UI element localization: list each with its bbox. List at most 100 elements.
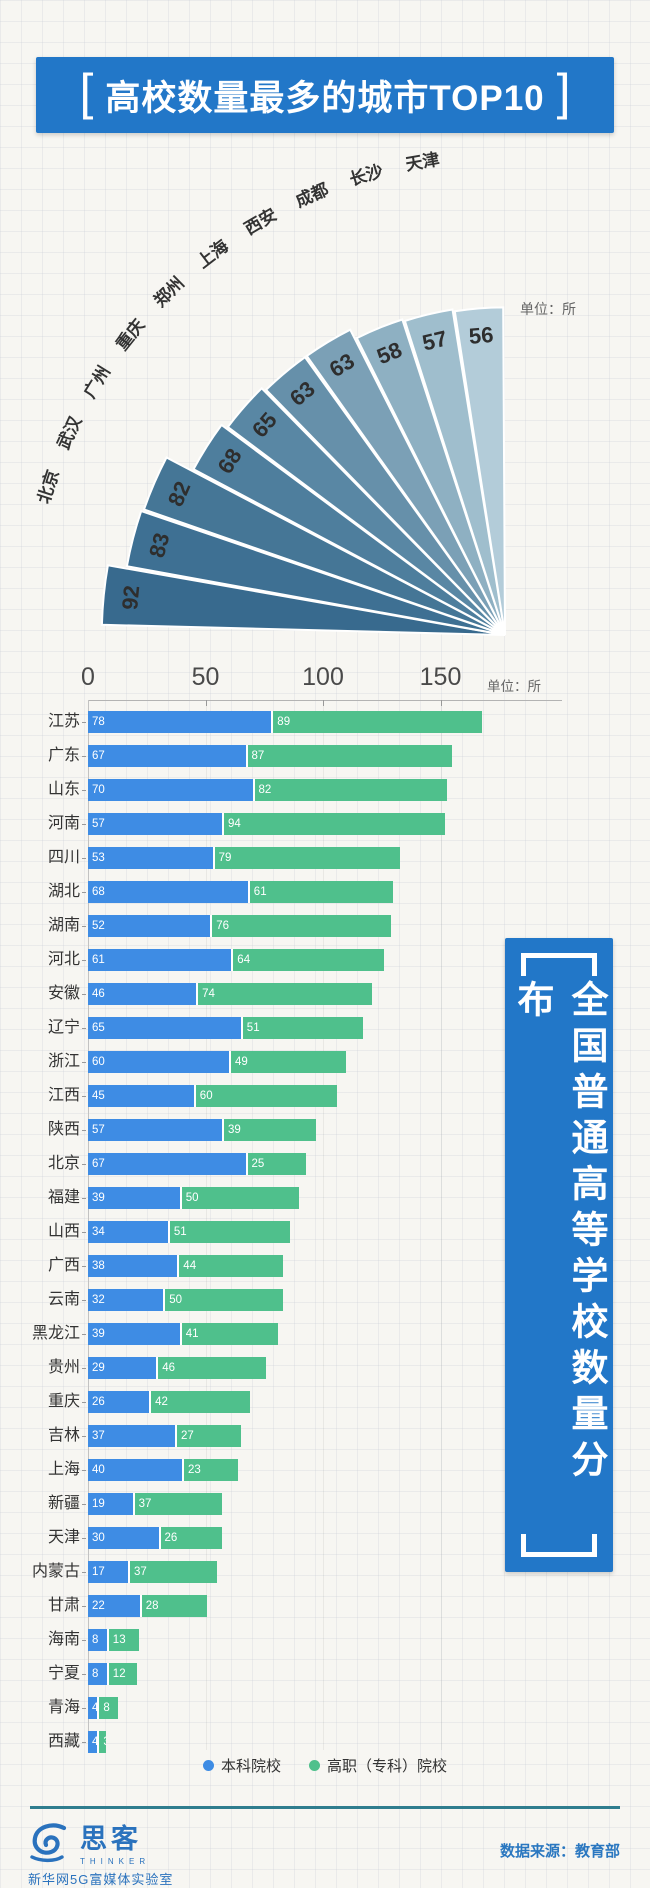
province-label: 北京 [47,1155,80,1172]
fan-city-label: 长沙 [347,161,385,190]
title-bracket-right: ] [556,64,571,120]
benke-bar-segment: 32 [88,1289,164,1311]
benke-bar-segment: 8 [88,1629,107,1651]
benke-bar-segment: 67 [88,745,246,767]
bar-row: 山东 70 82 [0,779,650,801]
row-tick-mark [82,1639,86,1641]
gaozhi-value: 49 [235,1056,248,1068]
row-tick-mark [82,1367,86,1369]
province-label: 上海 [47,1461,80,1478]
row-tick-mark [82,1537,86,1539]
row-tick-mark [82,1503,86,1505]
benke-bar-segment: 52 [88,915,211,937]
bar-row: 广西 38 44 [0,1255,650,1277]
bar-chart: 江苏 78 89 广东 67 87 山东 70 82 河南 57 94 四川 5… [0,711,650,1765]
bar-row: 上海 40 23 [0,1459,650,1481]
gaozhi-value: 13 [112,1634,126,1646]
province-label: 内蒙古 [31,1563,80,1580]
gaozhi-value: 27 [181,1430,194,1442]
gaozhi-bar-segment: 94 [222,813,445,835]
fan-blade [192,423,506,636]
gaozhi-value: 50 [185,1192,199,1204]
bar-row: 湖南 52 76 [0,915,650,937]
gaozhi-value: 51 [173,1226,187,1238]
gaozhi-bar-segment: 37 [132,1493,222,1515]
row-tick-mark [82,925,86,927]
gaozhi-value: 79 [218,852,232,864]
benke-value: 17 [92,1566,105,1578]
logo-en-text: THINKER [80,1857,151,1866]
benke-value: 4 [92,1736,98,1748]
benke-bar-segment: 37 [88,1425,175,1447]
province-label: 黑龙江 [31,1325,80,1342]
gaozhi-bar-segment: 51 [240,1017,363,1039]
benke-bar-segment: 39 [88,1323,180,1345]
gaozhi-bar-segment: 79 [212,847,401,869]
benke-bar-segment: 65 [88,1017,241,1039]
x-axis-tick-label: 50 [191,663,220,691]
bar-row: 河南 57 94 [0,813,650,835]
fan-blade [142,456,506,636]
fan-value-label: 92 [117,584,144,611]
benke-value: 39 [92,1192,105,1204]
row-tick-mark [82,1401,86,1403]
benke-bar-segment: 8 [88,1663,107,1685]
benke-value: 29 [92,1362,105,1374]
gaozhi-bar-segment: 37 [128,1561,217,1583]
gaozhi-bar-segment: 61 [247,881,394,903]
benke-bar-segment: 61 [88,949,232,971]
benke-bar-segment: 53 [88,847,213,869]
legend-label-gaozhi: 高职（专科）院校 [327,1758,448,1775]
gaozhi-bar-segment: 82 [252,779,448,801]
bar-row: 江苏 78 89 [0,711,650,733]
gaozhi-value: 23 [188,1464,201,1476]
fan-city-label: 天津 [404,149,441,175]
bar-row: 天津 30 26 [0,1527,650,1549]
page-title: 高校数量最多的城市TOP10 [105,78,545,118]
benke-value: 67 [92,750,105,762]
thinker-swirl-icon [30,1822,67,1862]
province-label: 江西 [47,1087,80,1104]
benke-value: 8 [92,1634,99,1646]
banner-bracket-top [521,953,597,976]
row-tick-mark [82,1571,86,1573]
bar-row: 云南 32 50 [0,1289,650,1311]
benke-bar-segment: 40 [88,1459,182,1481]
gaozhi-bar-segment: 46 [156,1357,267,1379]
benke-value: 61 [92,954,105,966]
benke-bar-segment: 70 [88,779,253,801]
benke-bar-segment: 26 [88,1391,150,1413]
benke-bar-segment: 57 [88,1119,222,1141]
row-tick-mark [82,993,86,995]
benke-bar-segment: 78 [88,711,272,733]
benke-value: 4 [92,1702,98,1714]
benke-bar-segment: 68 [88,881,248,903]
bar-row: 新疆 19 37 [0,1493,650,1515]
fan-city-label: 广州 [79,362,114,401]
gaozhi-value: 39 [228,1124,241,1136]
gaozhi-value: 28 [145,1600,159,1612]
fan-city-label: 成都 [292,179,331,211]
benke-bar-segment: 4 [88,1731,98,1753]
title-banner: [ 高校数量最多的城市TOP10 ] [36,57,614,133]
gaozhi-value: 25 [251,1158,265,1170]
benke-value: 45 [92,1090,105,1102]
gridline [440,700,442,1750]
logo-subtitle: 新华网5G富媒体实验室 [28,1872,174,1887]
bar-row: 吉林 37 27 [0,1425,650,1447]
province-label: 新疆 [47,1495,80,1512]
bar-row: 海南 8 13 [0,1629,650,1651]
gaozhi-value: 44 [183,1260,197,1272]
bar-row: 黑龙江 39 41 [0,1323,650,1345]
gaozhi-value: 37 [138,1498,152,1510]
row-tick-mark [82,755,86,757]
gaozhi-bar-segment: 89 [271,711,483,733]
fan-blade [403,308,506,636]
gaozhi-bar-segment: 87 [245,745,452,767]
benke-value: 65 [92,1022,105,1034]
bar-row: 贵州 29 46 [0,1357,650,1379]
legend-item-gaozhi: 高职（专科）院校 [309,1755,447,1776]
benke-bar-segment: 46 [88,983,197,1005]
benke-bar-segment: 67 [88,1153,246,1175]
